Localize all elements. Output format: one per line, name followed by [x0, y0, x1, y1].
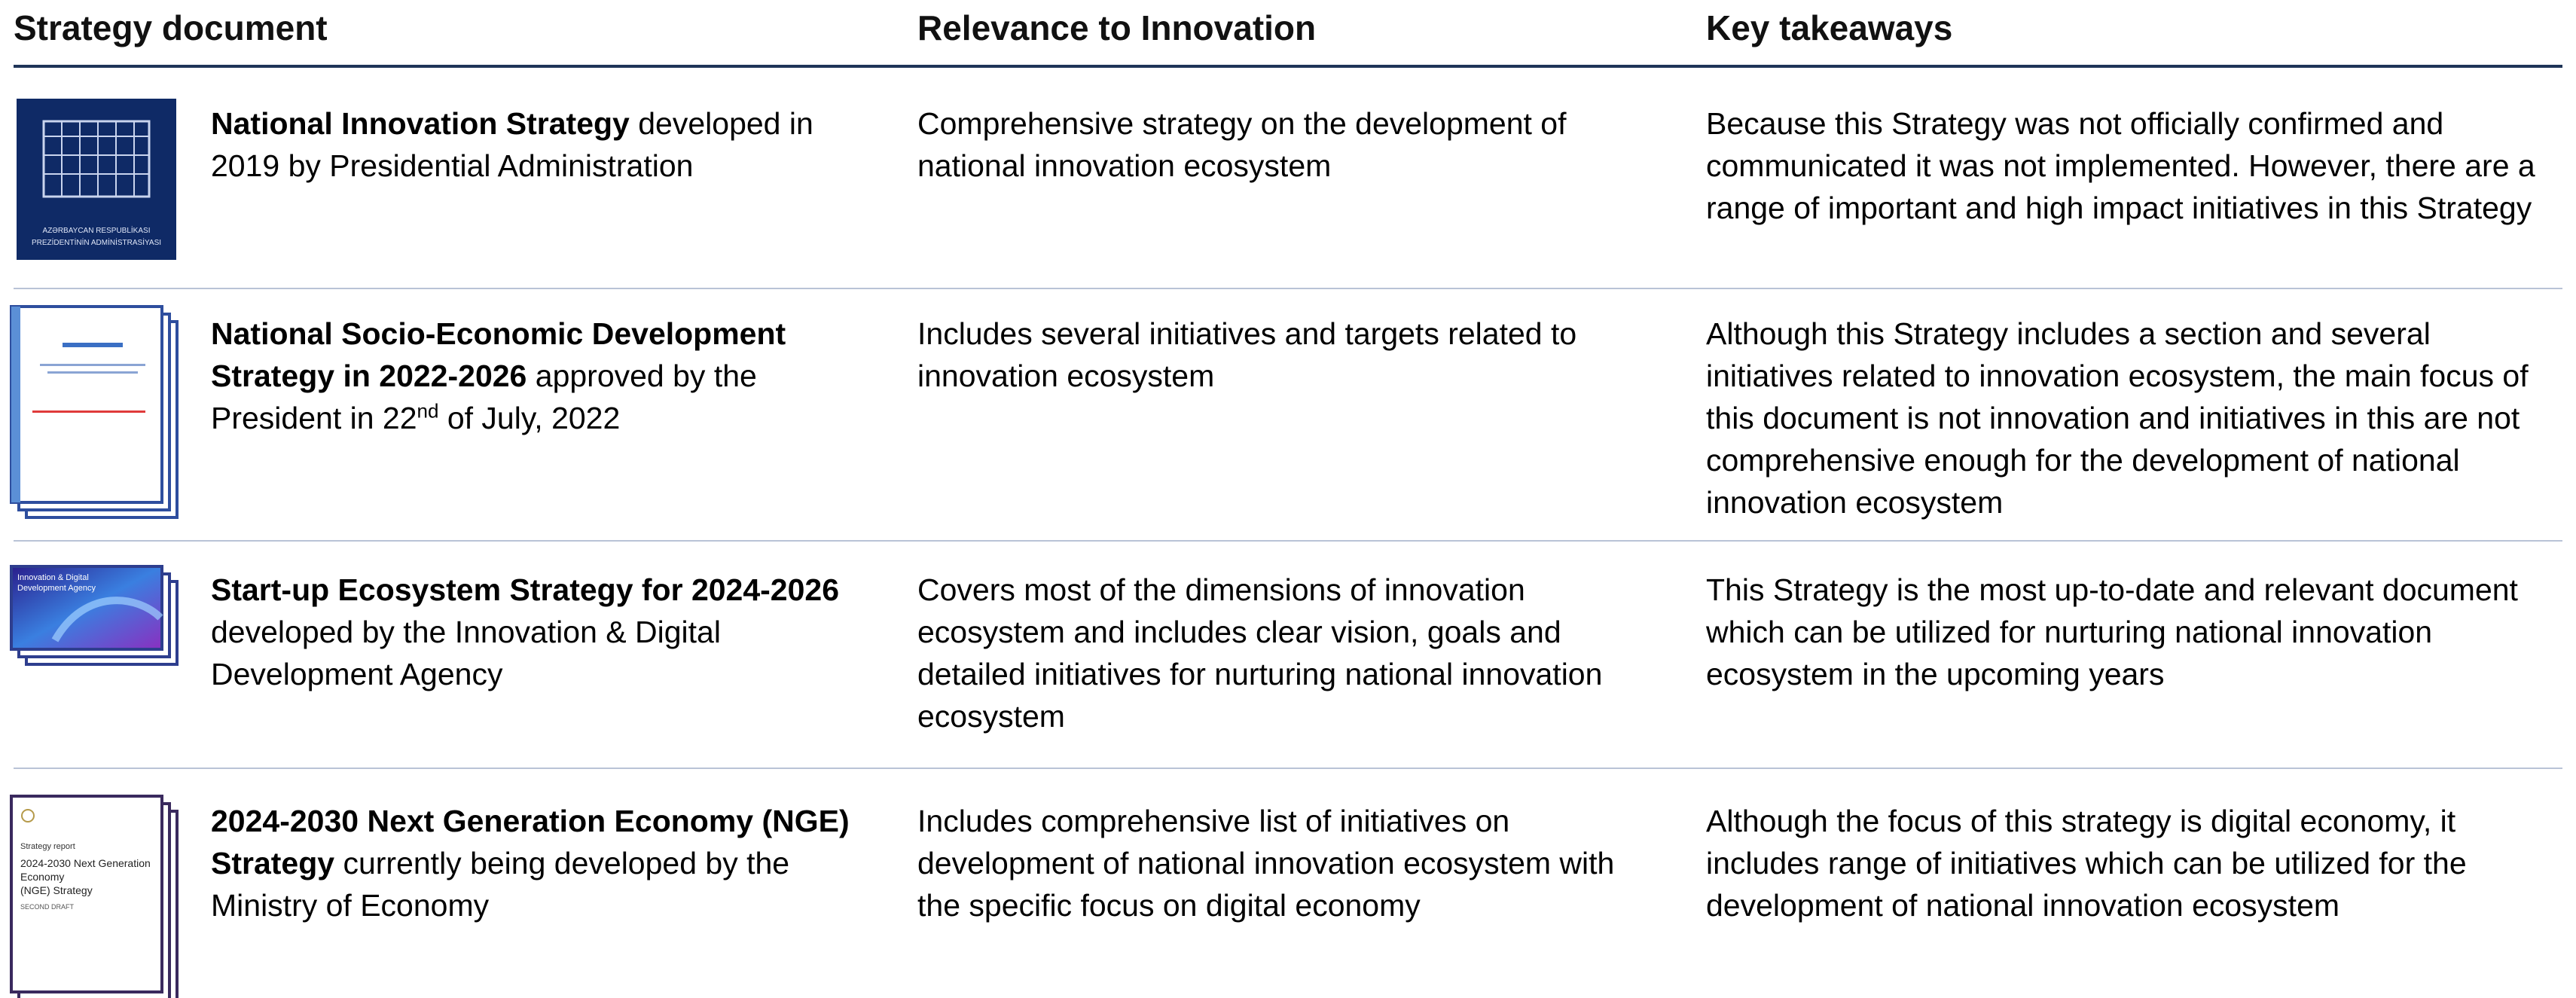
thumbnail-text: (NGE) Strategy	[20, 884, 93, 896]
takeaways: Although the focus of this strategy is d…	[1706, 804, 2467, 923]
column-header: Relevance to Innovation	[917, 8, 1317, 47]
thumbnail-text: AZƏRBAYCAN RESPUBLİKASI	[43, 225, 151, 235]
thumbnail-text: PREZİDENTİNİN ADMİNİSTRASİYASI	[32, 237, 161, 247]
document-detail: approved by the President in 22	[211, 359, 757, 435]
thumbnail: AZƏRBAYCAN RESPUBLİKASI PREZİDENTİNİN AD…	[17, 99, 176, 260]
thumbnail-text: SECOND DRAFT	[20, 903, 75, 911]
document-detail: of July, 2022	[447, 401, 621, 435]
takeaways: This Strategy is the most up-to-date and…	[1706, 572, 2518, 691]
document-detail: developed in 2019 by Presidential Admini…	[211, 106, 813, 183]
header-rule	[14, 65, 2562, 68]
relevance: Includes several initiatives and targets…	[917, 316, 1577, 393]
thumbnail-text: 2024-2030 Next Generation	[20, 857, 151, 869]
thumbnail-text: Strategy report	[20, 842, 75, 851]
document-title: National Innovation Strategy	[211, 106, 630, 141]
column-header: Strategy document	[14, 8, 328, 47]
document-title: National Socio-Economic Development Stra…	[211, 316, 786, 393]
thumbnail: Strategy report 2024-2030 Next Generatio…	[10, 795, 179, 998]
thumbnail: Innovation & Digital Development Agency	[10, 565, 179, 666]
relevance: Covers most of the dimensions of innovat…	[917, 572, 1603, 734]
thumbnail-text: Innovation & Digital	[17, 573, 89, 582]
column-header: Key takeaways	[1706, 8, 1953, 47]
document-title: 2024-2030 Next Generation Economy (NGE) …	[211, 804, 850, 880]
superscript: nd	[417, 399, 439, 423]
thumbnail-text: Economy	[20, 871, 64, 883]
takeaways: Although this Strategy includes a sectio…	[1706, 316, 2529, 520]
document-detail: currently being developed by the Ministr…	[211, 846, 790, 923]
document-name: National Socio-Economic Development Stra…	[211, 313, 874, 439]
row-rule	[14, 768, 2562, 769]
thumbnail	[10, 305, 179, 519]
relevance: Comprehensive strategy on the developmen…	[917, 106, 1567, 183]
document-name: Start-up Ecosystem Strategy for 2024-202…	[211, 569, 874, 695]
document-name: 2024-2030 Next Generation Economy (NGE) …	[211, 800, 874, 926]
document-detail: developed by the Innovation & Digital De…	[211, 615, 721, 691]
row-rule	[14, 288, 2562, 289]
document-name: National Innovation Strategy developed i…	[211, 102, 874, 187]
relevance: Includes comprehensive list of initiativ…	[917, 804, 1615, 923]
takeaways: Because this Strategy was not officially…	[1706, 106, 2535, 225]
thumbnail-text: Development Agency	[17, 584, 96, 593]
document-title: Start-up Ecosystem Strategy for 2024-202…	[211, 572, 840, 607]
row-rule	[14, 540, 2562, 542]
